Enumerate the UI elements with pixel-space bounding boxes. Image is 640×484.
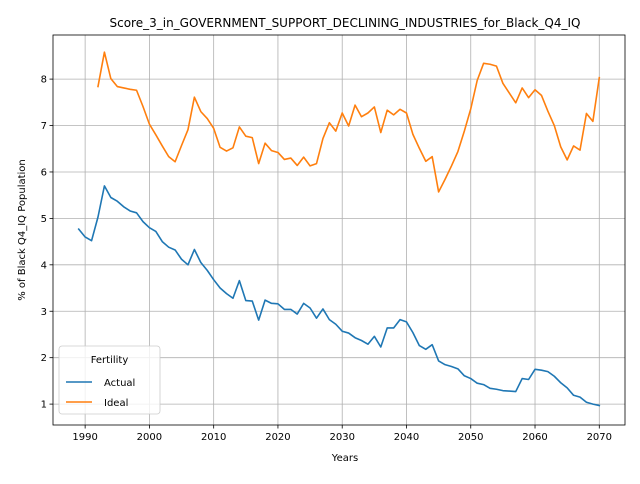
- x-tick-label: 2040: [394, 432, 419, 443]
- x-tick-label: 2020: [265, 432, 290, 443]
- y-tick-label: 4: [41, 260, 47, 271]
- y-tick-label: 3: [41, 307, 47, 318]
- y-tick-label: 6: [41, 167, 47, 178]
- y-tick-label: 1: [41, 400, 47, 411]
- x-axis-label: Years: [331, 453, 358, 464]
- legend-label-ideal: Ideal: [104, 398, 128, 409]
- y-axis-label: % of Black Q4_IQ Population: [17, 159, 28, 301]
- gridlines: [53, 35, 625, 425]
- series-line-ideal: [97, 51, 601, 193]
- x-tick-label: 2030: [329, 432, 354, 443]
- x-tick-label: 2070: [587, 432, 612, 443]
- plot-frame: [52, 34, 626, 426]
- y-tick-label: 8: [41, 75, 47, 86]
- x-tick-label: 2050: [458, 432, 483, 443]
- x-tick-label: 2060: [522, 432, 547, 443]
- series-line-actual: [77, 185, 601, 407]
- series-lines: [77, 51, 601, 407]
- legend: Fertility Actual Ideal: [58, 345, 161, 415]
- axis-ticks: 1990 2000 2010 2020 2030 2040 2050 2060 2070 1 2 3 4…: [41, 75, 612, 443]
- legend-title: Fertility: [91, 355, 129, 366]
- y-tick-label: 7: [41, 121, 47, 132]
- x-tick-label: 2010: [201, 432, 226, 443]
- legend-box: [58, 345, 161, 415]
- y-tick-label: 2: [41, 353, 47, 364]
- y-tick-label: 5: [41, 214, 47, 225]
- chart-title: Score_3_in_GOVERNMENT_SUPPORT_DECLINING_…: [110, 16, 581, 30]
- x-tick-label: 2000: [137, 432, 162, 443]
- legend-label-actual: Actual: [104, 378, 135, 389]
- x-tick-label: 1990: [72, 432, 97, 443]
